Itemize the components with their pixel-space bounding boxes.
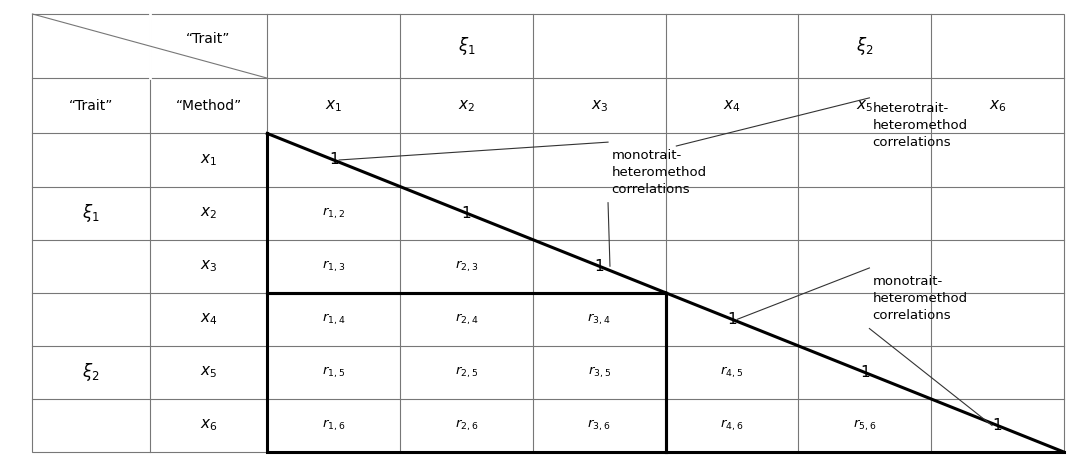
Text: $r_{1,2}$: $r_{1,2}$ <box>322 206 346 221</box>
Text: $r_{5,6}$: $r_{5,6}$ <box>853 418 876 433</box>
Text: $x_2$: $x_2$ <box>458 98 475 114</box>
Text: $r_{4,5}$: $r_{4,5}$ <box>720 365 743 380</box>
Text: 1: 1 <box>594 259 604 274</box>
Text: “Trait”: “Trait” <box>69 99 113 113</box>
Text: monotrait-
heteromethod
correlations: monotrait- heteromethod correlations <box>611 149 706 196</box>
Text: $\xi_1$: $\xi_1$ <box>458 35 475 57</box>
Text: $r_{1,5}$: $r_{1,5}$ <box>322 365 346 380</box>
Text: $x_2$: $x_2$ <box>200 205 217 221</box>
Text: 1: 1 <box>328 152 338 167</box>
Text: $r_{1,4}$: $r_{1,4}$ <box>322 312 346 327</box>
Text: $\xi_2$: $\xi_2$ <box>82 361 100 384</box>
Text: $r_{2,5}$: $r_{2,5}$ <box>455 365 478 380</box>
Text: $r_{2,6}$: $r_{2,6}$ <box>455 418 478 433</box>
Text: $x_6$: $x_6$ <box>988 98 1007 114</box>
Text: $r_{3,4}$: $r_{3,4}$ <box>588 312 611 327</box>
Text: “Trait”: “Trait” <box>187 32 231 46</box>
Text: monotrait-
heteromethod
correlations: monotrait- heteromethod correlations <box>873 275 968 322</box>
Text: 1: 1 <box>860 365 869 380</box>
Text: $x_5$: $x_5$ <box>200 364 217 380</box>
Text: 1: 1 <box>993 418 1002 433</box>
Text: $x_5$: $x_5$ <box>856 98 874 114</box>
Bar <box>267 293 665 452</box>
Text: 1: 1 <box>727 312 737 327</box>
Text: $r_{1,6}$: $r_{1,6}$ <box>322 418 346 433</box>
Text: $x_1$: $x_1$ <box>325 98 342 114</box>
Text: $x_4$: $x_4$ <box>200 311 217 327</box>
Text: $x_1$: $x_1$ <box>200 152 217 168</box>
Text: $r_{2,4}$: $r_{2,4}$ <box>455 312 478 327</box>
Text: 1: 1 <box>461 206 471 220</box>
Text: $x_6$: $x_6$ <box>200 418 217 433</box>
Text: heterotrait-
heteromethod
correlations: heterotrait- heteromethod correlations <box>873 103 968 149</box>
Text: $x_3$: $x_3$ <box>591 98 608 114</box>
Text: $r_{2,3}$: $r_{2,3}$ <box>455 259 478 274</box>
Text: $\xi_2$: $\xi_2$ <box>855 35 874 57</box>
Text: $r_{3,6}$: $r_{3,6}$ <box>588 418 611 433</box>
Text: $r_{4,6}$: $r_{4,6}$ <box>720 418 744 433</box>
Text: $x_3$: $x_3$ <box>200 258 217 274</box>
Text: $r_{1,3}$: $r_{1,3}$ <box>322 259 346 274</box>
Text: $r_{3,5}$: $r_{3,5}$ <box>588 365 610 380</box>
Text: $x_4$: $x_4$ <box>724 98 741 114</box>
Text: “Method”: “Method” <box>175 99 242 113</box>
Text: $\xi_1$: $\xi_1$ <box>82 202 100 224</box>
